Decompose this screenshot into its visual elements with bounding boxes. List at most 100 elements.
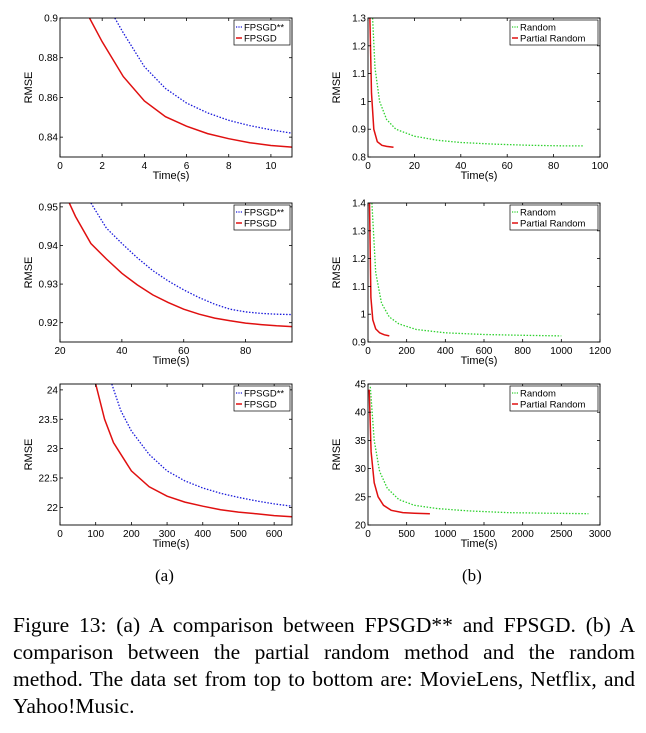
y-axis-label: RMSE: [331, 72, 343, 104]
series-line-partial-random: [368, 389, 430, 515]
y-axis-label: RMSE: [331, 439, 343, 471]
y-tick-label: 1.4: [352, 199, 366, 210]
series-line-partial-random: [369, 18, 394, 149]
series-line-random: [369, 386, 589, 515]
y-tick-label: 0.92: [39, 318, 59, 329]
y-tick-label: 0.9: [352, 338, 366, 349]
y-tick-label: 23.5: [39, 415, 59, 426]
x-tick-label: 1200: [589, 346, 612, 357]
y-axis-label: RMSE: [331, 257, 343, 289]
x-tick-label: 0: [57, 529, 63, 540]
plot-frame: [59, 202, 293, 343]
x-tick-label: 1000: [550, 346, 573, 357]
y-tick-label: 1.2: [352, 254, 366, 265]
y-tick-label: 1.3: [352, 14, 366, 25]
chart-netflix-random: 0 200 400 600 800 1000 1200 0.9 1 1.1 1.2 1.3 1.4 Tim…: [331, 199, 612, 368]
x-tick-label: 0: [365, 161, 371, 172]
x-tick-label: 80: [240, 346, 252, 357]
y-tick-label: 40: [355, 408, 367, 419]
y-tick-label: 0.9: [352, 125, 366, 136]
series-line-fpsgd: [88, 18, 292, 148]
x-tick-label: 60: [502, 161, 514, 172]
y-tick-label: 45: [355, 380, 367, 391]
y-tick-label: 35: [355, 436, 367, 447]
x-tick-label: 3000: [589, 529, 612, 540]
x-tick-label: 2500: [550, 529, 573, 540]
plot-frame: [367, 17, 601, 158]
y-axis-label: RMSE: [23, 257, 35, 289]
y-axis-label: RMSE: [23, 439, 35, 471]
legend-label: FPSGD**: [244, 208, 284, 219]
legend-box: [233, 204, 291, 231]
x-axis-label: Time(s): [153, 355, 190, 367]
legend-label: Random: [520, 208, 556, 219]
x-tick-label: 200: [398, 346, 415, 357]
legend-label: Random: [520, 389, 556, 400]
chart-yahoomusic-random: 0 500 1000 1500 2000 2500 3000 20 25 30 35 40 45 Time…: [331, 380, 612, 551]
y-tick-label: 1.1: [352, 282, 366, 293]
chart-movielens-fpsgd: 0 2 4 6 8 10 0.84 0.86 0.88 0.9 Time(s) RMSE FPSGD**…: [23, 14, 293, 182]
x-tick-label: 80: [548, 161, 560, 172]
x-tick-label: 1000: [434, 529, 457, 540]
y-tick-label: 0.94: [39, 241, 59, 252]
x-tick-label: 1500: [473, 529, 496, 540]
legend-label: Random: [520, 23, 556, 34]
x-tick-label: 2000: [512, 529, 535, 540]
y-tick-label: 0.95: [39, 202, 59, 213]
legend-box: [509, 204, 599, 231]
x-tick-label: 0: [57, 161, 63, 172]
plot-frame: [59, 383, 293, 526]
legend-label: FPSGD**: [244, 389, 284, 400]
legend-label: FPSGD: [244, 219, 277, 230]
series-line-fpsgd-: [114, 18, 292, 134]
x-tick-label: 800: [514, 346, 531, 357]
x-tick-label: 2: [99, 161, 105, 172]
legend-box: [233, 385, 291, 412]
y-tick-label: 1.2: [352, 41, 366, 52]
x-tick-label: 60: [178, 346, 190, 357]
legend-box: [233, 19, 291, 46]
y-tick-label: 1: [360, 97, 366, 108]
y-tick-label: 24: [47, 385, 59, 396]
y-tick-label: 30: [355, 464, 367, 475]
chart-netflix-fpsgd: 20 40 60 80 0.92 0.93 0.94 0.95 Time(s) RMSE FPSGD…: [23, 202, 293, 367]
y-tick-label: 1.1: [352, 69, 366, 80]
x-tick-label: 600: [476, 346, 493, 357]
y-tick-label: 0.8: [352, 153, 366, 164]
x-tick-label: 20: [54, 346, 66, 357]
x-tick-label: 40: [116, 346, 128, 357]
subfigure-label-b: (b): [462, 566, 482, 585]
y-tick-label: 1: [360, 310, 366, 321]
y-tick-label: 25: [355, 492, 367, 503]
x-tick-label: 100: [87, 529, 104, 540]
x-tick-label: 0: [365, 346, 371, 357]
chart-movielens-random: 0 20 40 60 80 100 0.8 0.9 1 1.1 1.2 1.3 Time(s) RMSE R…: [331, 14, 609, 183]
legend-label: Partial Random: [520, 219, 586, 230]
x-axis-label: Time(s): [461, 355, 498, 367]
y-tick-label: 20: [355, 521, 367, 532]
x-tick-label: 200: [123, 529, 140, 540]
legend-label: Partial Random: [520, 400, 586, 411]
series-line-random: [371, 18, 584, 147]
legend-label: FPSGD**: [244, 23, 284, 34]
x-tick-label: 20: [409, 161, 421, 172]
figure-grid: 0 2 4 6 8 100.840.860.880.9Time(s)RMSEFPSGD**…: [23, 14, 612, 551]
legend-label: FPSGD: [244, 34, 277, 45]
x-tick-label: 400: [194, 529, 211, 540]
series-line-fpsgd-: [111, 384, 292, 507]
series-line-partial-random: [368, 203, 390, 337]
y-tick-label: 0.88: [39, 53, 59, 64]
series-line-fpsgd: [68, 203, 292, 328]
series-line-fpsgd: [94, 384, 292, 518]
y-tick-label: 0.86: [39, 93, 59, 104]
x-tick-label: 6: [184, 161, 190, 172]
x-axis-label: Time(s): [153, 538, 190, 550]
x-axis-label: Time(s): [461, 170, 498, 182]
y-tick-label: 0.84: [39, 133, 59, 144]
x-tick-label: 10: [265, 161, 277, 172]
y-tick-label: 1.3: [352, 226, 366, 237]
legend-label: Partial Random: [520, 34, 586, 45]
x-tick-label: 600: [266, 529, 283, 540]
y-tick-label: 0.93: [39, 280, 59, 291]
series-line-random: [371, 203, 562, 337]
